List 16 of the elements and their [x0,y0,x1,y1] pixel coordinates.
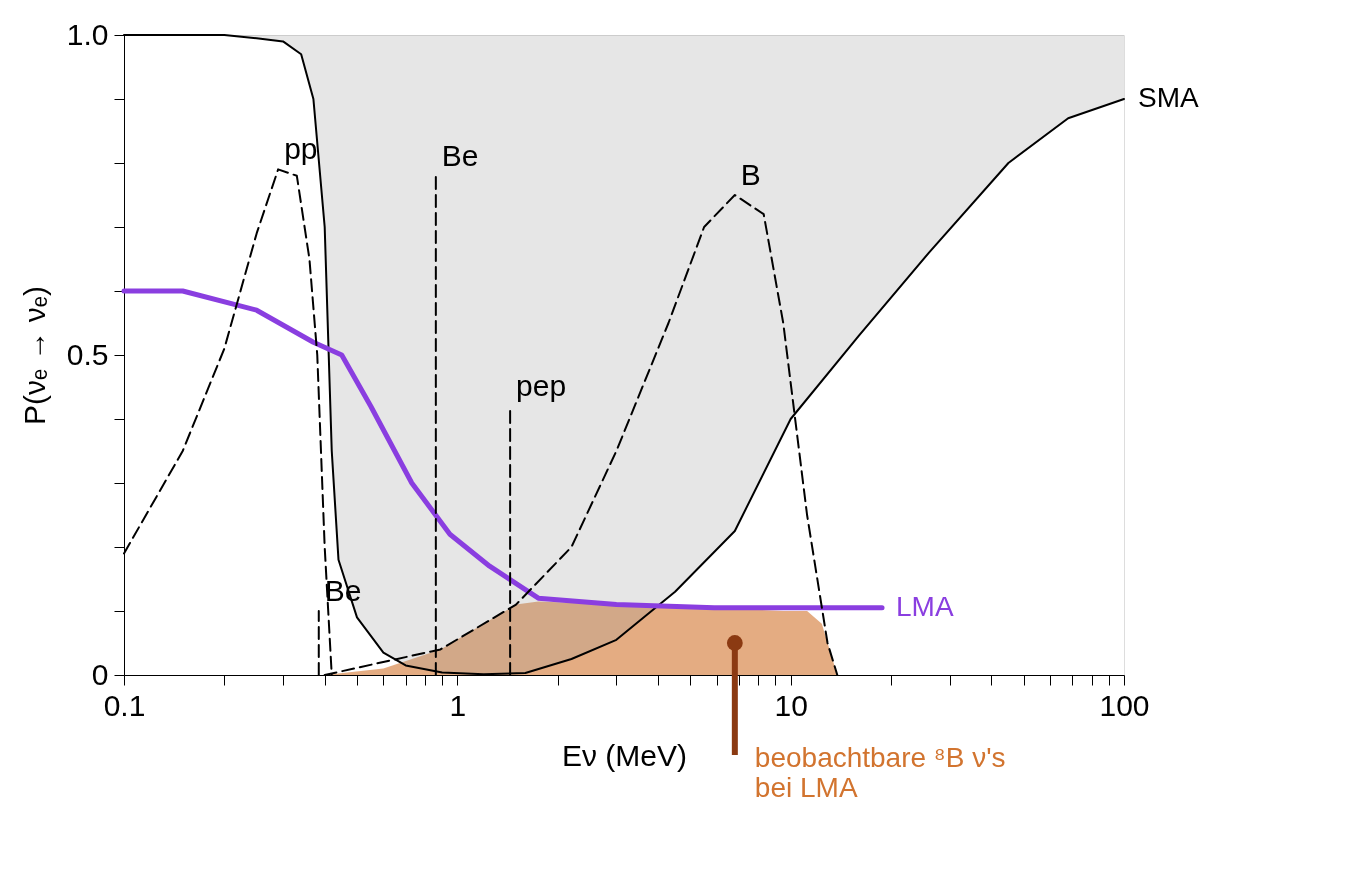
y-tick-label: 0 [91,657,109,691]
series-label: LMA [896,590,954,622]
series-label: B [740,158,761,191]
x-tick-label: 0.1 [103,688,146,722]
x-tick-label: 100 [1099,688,1150,722]
y-axis-title: P(νₑ → νₑ) [17,286,51,425]
x-axis-title: Eν (MeV) [561,738,688,772]
series-label: Be [441,138,479,172]
series-label: pp [284,132,318,166]
series-label: pep [516,369,567,403]
series-label: SMA [1138,82,1199,113]
x-tick-label: 1 [449,688,467,722]
y-tick-label: 0.5 [66,337,109,371]
annotation: beobachtbare ⁸B ν's bei LMA [754,742,1006,803]
x-tick-label: 10 [774,688,808,722]
y-tick-label: 1.0 [66,17,109,51]
